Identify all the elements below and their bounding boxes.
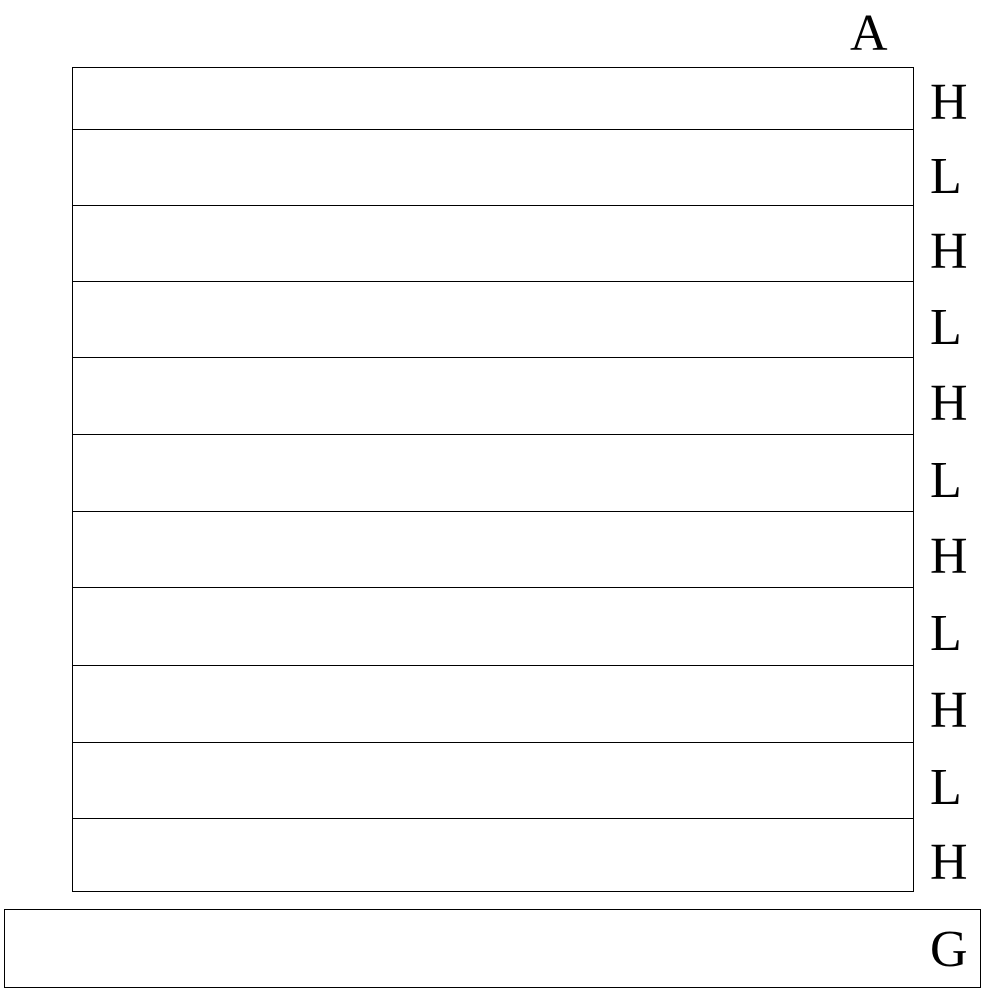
layer-2 [72, 205, 914, 281]
layer-7 [72, 587, 914, 665]
layer-label-0: H [930, 73, 968, 132]
layer-label-8: H [930, 681, 968, 740]
layer-label-3: L [930, 298, 962, 357]
layer-stack [72, 67, 914, 892]
layer-label-4: H [930, 374, 968, 433]
substrate-label: G [930, 920, 968, 979]
layer-label-1: L [930, 147, 962, 206]
layer-8 [72, 665, 914, 742]
layer-0 [72, 67, 914, 129]
layer-9 [72, 742, 914, 818]
layer-5 [72, 434, 914, 511]
layer-6 [72, 511, 914, 587]
layer-label-6: H [930, 527, 968, 586]
layer-label-5: L [930, 451, 962, 510]
layer-label-7: L [930, 604, 962, 663]
layer-diagram: A G HLHLHLHLHLH [0, 0, 1000, 997]
layer-1 [72, 129, 914, 205]
layer-label-10: H [930, 833, 968, 892]
substrate-layer [4, 909, 981, 988]
layer-4 [72, 357, 914, 434]
layer-label-9: L [930, 758, 962, 817]
top-label-a: A [850, 4, 888, 63]
layer-10 [72, 818, 914, 892]
layer-3 [72, 281, 914, 357]
layer-label-2: H [930, 222, 968, 281]
